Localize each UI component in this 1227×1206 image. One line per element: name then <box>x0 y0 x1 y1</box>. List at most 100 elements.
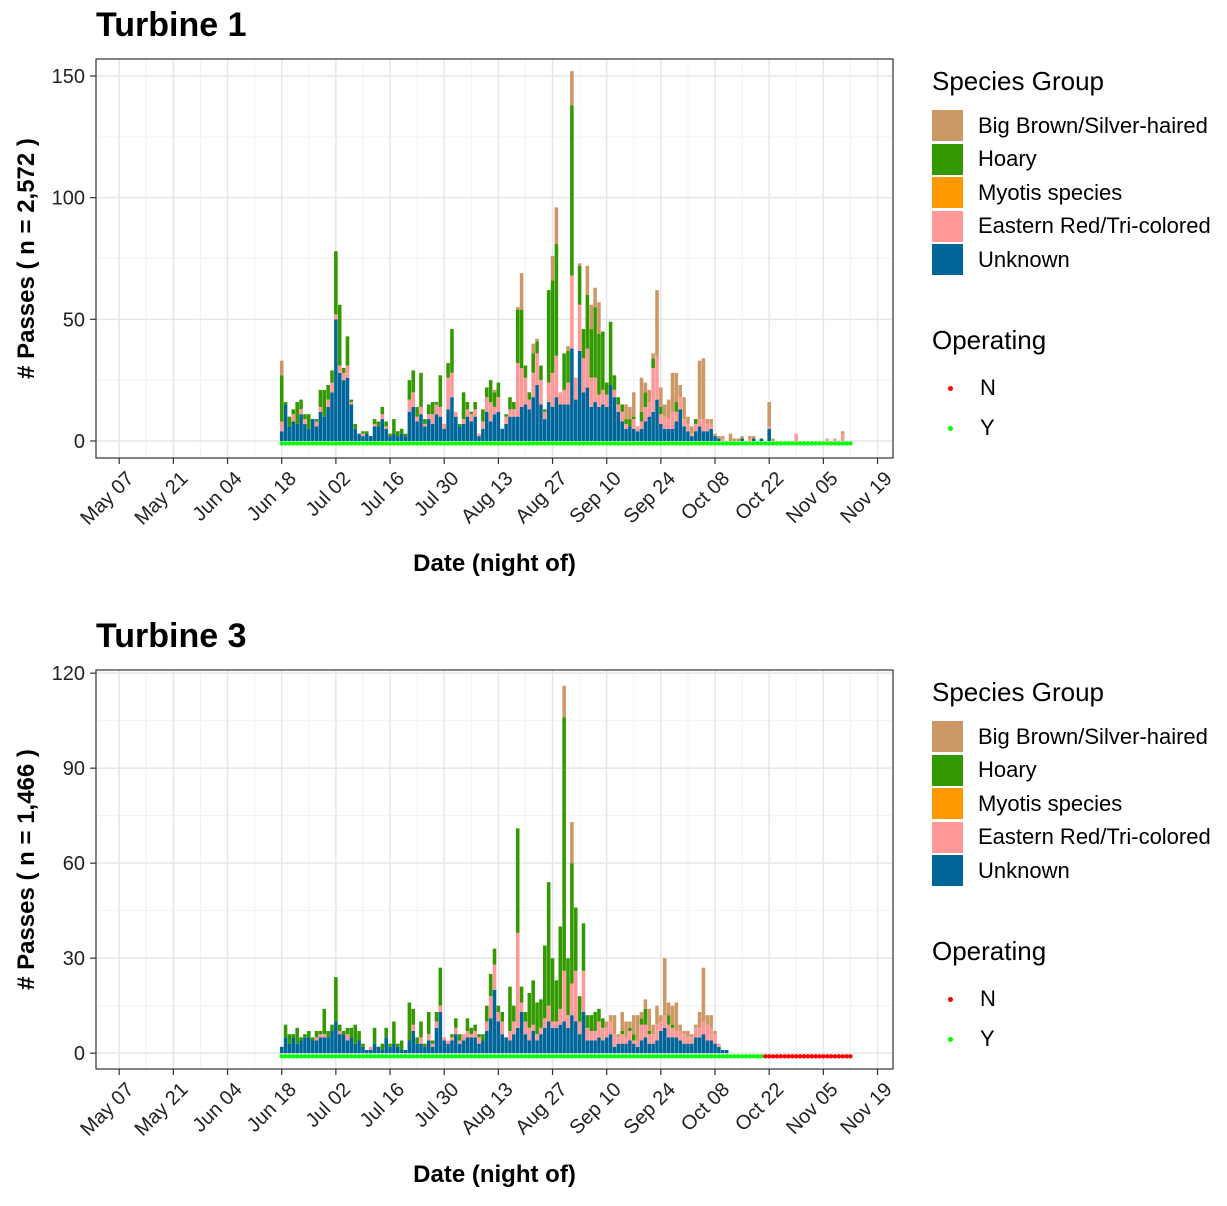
bar-segment <box>589 304 593 330</box>
bar-segment <box>581 1012 586 1054</box>
bar-segment <box>562 353 566 390</box>
bar-segment <box>519 406 524 441</box>
y-tick-label: 0 <box>74 1043 85 1065</box>
operating-point <box>302 1054 308 1059</box>
bar-segment <box>426 419 431 441</box>
operating-point <box>283 441 288 446</box>
operating-point <box>449 441 455 446</box>
operating-point <box>302 441 308 446</box>
bar-segment <box>589 329 593 378</box>
operating-point <box>782 1054 787 1059</box>
bar-segment <box>728 433 733 441</box>
operating-point <box>848 1054 853 1059</box>
legend-label: Y <box>980 415 995 440</box>
legend-swatch <box>932 721 963 753</box>
operating-point <box>596 1054 602 1059</box>
bar-segment <box>454 411 458 417</box>
operating-point <box>337 441 342 446</box>
bar-segment <box>419 1037 423 1044</box>
bar-segment <box>546 1005 551 1022</box>
operating-point <box>643 441 648 446</box>
bar-segment <box>279 1046 284 1054</box>
bar-segment <box>682 1034 686 1044</box>
bar-segment <box>535 1034 539 1041</box>
bar-segment <box>690 433 694 437</box>
bar-segment <box>717 438 721 441</box>
operating-point <box>662 1054 667 1059</box>
bar-segment <box>647 1008 652 1031</box>
operating-point <box>337 1054 342 1059</box>
bar-segment <box>531 372 535 398</box>
bar-segment <box>554 355 559 398</box>
operating-point <box>407 441 412 446</box>
bar-segment <box>616 1037 621 1044</box>
bar-segment <box>682 426 686 441</box>
bar-segment <box>635 426 640 432</box>
operating-point <box>743 1054 749 1059</box>
bar-segment <box>504 414 508 417</box>
operating-point <box>739 441 745 446</box>
bar-segment <box>287 1034 292 1044</box>
bar-segment <box>446 1043 450 1054</box>
bar-segment <box>697 1027 702 1038</box>
operating-point <box>341 441 346 446</box>
operating-point <box>349 441 354 446</box>
x-tick-label: Nov 19 <box>836 468 896 528</box>
x-tick-label: Jul 30 <box>410 468 463 521</box>
bar-segment <box>705 1040 710 1054</box>
bar-segment <box>581 392 586 441</box>
bar-segment <box>376 1046 381 1054</box>
bar-segment <box>446 363 450 378</box>
operating-point <box>488 441 493 446</box>
bar-segment <box>415 1037 419 1044</box>
x-tick-label: Jun 04 <box>189 1079 247 1137</box>
bar-segment <box>488 421 493 441</box>
bar-segment <box>295 423 299 441</box>
bar-segment <box>639 1018 644 1025</box>
x-tick-label: Sep 24 <box>620 1079 680 1139</box>
bar-segment <box>543 409 547 412</box>
bar-segment <box>318 406 323 412</box>
legend-label: N <box>980 375 996 400</box>
operating-point <box>558 441 563 446</box>
bar-segment <box>554 207 559 244</box>
bar-segment <box>515 363 520 417</box>
operating-point <box>329 1054 335 1059</box>
bar-segment <box>380 1043 385 1050</box>
bar-segment <box>577 263 582 266</box>
bar-segment <box>554 1027 559 1054</box>
bar-segment <box>341 1031 346 1035</box>
bar-segment <box>717 1043 721 1047</box>
operating-point <box>298 1054 304 1059</box>
operating-point <box>801 441 807 446</box>
bar-segment <box>484 1031 489 1054</box>
operating-point <box>685 441 691 446</box>
operating-point <box>310 1054 315 1059</box>
bar-segment <box>546 882 551 1006</box>
operating-point <box>422 441 428 446</box>
operating-point <box>763 1054 768 1059</box>
operating-point <box>658 1054 664 1059</box>
bar-segment <box>500 1012 505 1022</box>
bar-segment <box>581 358 586 393</box>
bar-segment <box>662 428 667 441</box>
bar-segment <box>550 958 555 1022</box>
bar-segment <box>659 414 663 424</box>
bar-segment <box>740 436 744 439</box>
operating-point <box>720 441 725 446</box>
operating-point <box>484 441 489 446</box>
bar-segment <box>322 1037 327 1054</box>
operating-point <box>809 1054 814 1059</box>
bar-segment <box>740 438 744 441</box>
bar-segment <box>330 392 334 441</box>
bar-segment <box>430 1040 435 1044</box>
bar-segment <box>492 989 497 1054</box>
operating-point <box>619 1054 625 1059</box>
bar-segment <box>608 1034 613 1054</box>
operating-point <box>310 441 315 446</box>
bar-segment <box>523 377 528 405</box>
bar-segment <box>314 1031 319 1038</box>
bar-segment <box>454 1027 458 1035</box>
bar-segment <box>484 397 489 412</box>
bar-segment <box>438 1005 443 1012</box>
